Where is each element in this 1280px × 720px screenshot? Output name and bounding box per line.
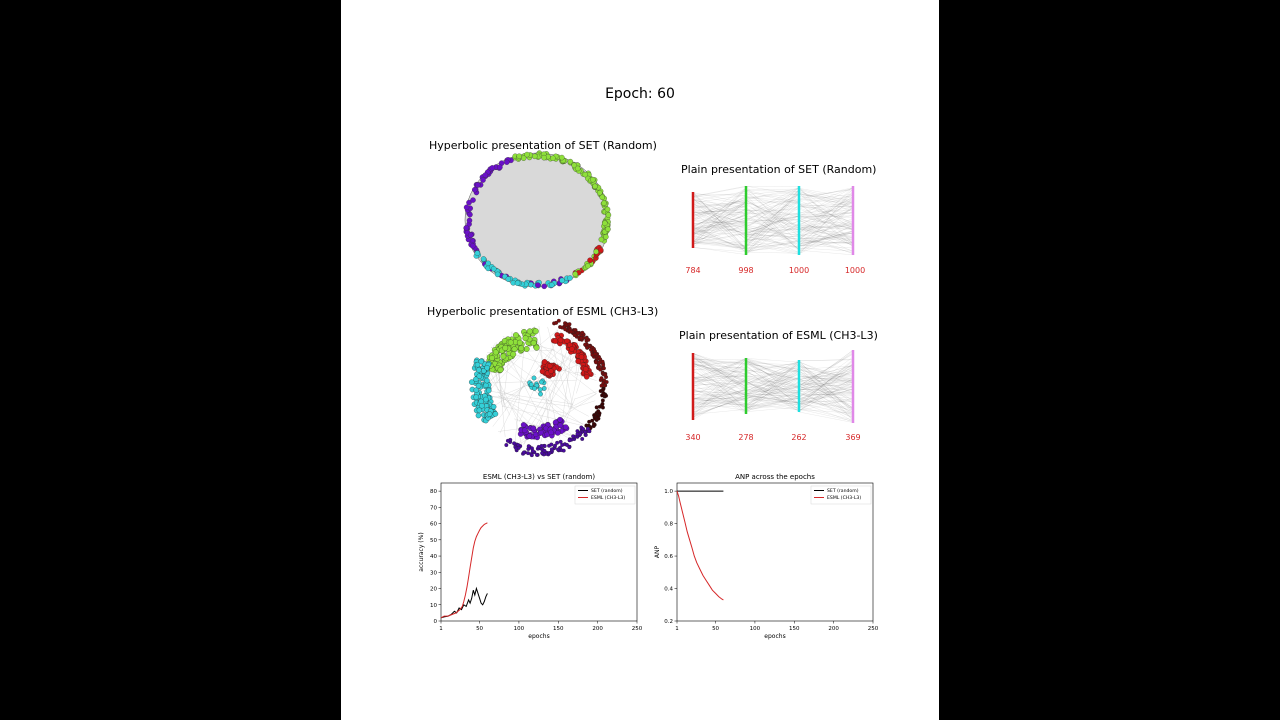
plot-area bbox=[440, 482, 638, 622]
x-tick-label: 1 bbox=[675, 626, 679, 632]
accuracy-chart: ESML (CH3-L3) vs SET (random)1 50 100 150 20… bbox=[418, 473, 643, 640]
x-axis-label: epochs bbox=[764, 633, 785, 640]
y-tick-label: 1.0 bbox=[664, 489, 673, 495]
plain-set-network: 784 998 1000 1000 bbox=[685, 185, 865, 275]
hyperbolic-set-disk bbox=[463, 150, 612, 290]
plain-set-layer-size: 998 bbox=[738, 266, 753, 275]
plain-esml-layer-size: 278 bbox=[738, 433, 753, 442]
plain-esml-layer-size: 340 bbox=[685, 433, 700, 442]
y-tick-label: 0 bbox=[434, 619, 438, 625]
plain-esml-network: 340 278 262 369 bbox=[685, 349, 861, 442]
x-tick-label: 150 bbox=[553, 626, 564, 632]
x-tick-label: 100 bbox=[750, 626, 761, 632]
plain-esml-title: Plain presentation of ESML (CH3-L3) bbox=[679, 329, 878, 342]
legend-label: ESML (CH3-L3) bbox=[827, 495, 861, 501]
y-tick-label: 0.2 bbox=[664, 619, 673, 625]
x-tick-label: 50 bbox=[476, 626, 483, 632]
y-tick-label: 0.4 bbox=[664, 587, 673, 593]
y-tick-label: 80 bbox=[430, 489, 437, 495]
hyperbolic-esml-nodes bbox=[469, 318, 609, 458]
series-line-esml bbox=[676, 490, 724, 601]
x-tick-label: 200 bbox=[592, 626, 603, 632]
y-axis-label: accuracy (%) bbox=[418, 532, 425, 571]
x-tick-label: 250 bbox=[632, 626, 643, 632]
plain-set-layer-size: 1000 bbox=[845, 266, 865, 275]
plain-set-edges bbox=[692, 185, 854, 256]
figure-canvas: Epoch: 60 Hyperbolic presentation of SET… bbox=[341, 0, 939, 720]
hyperbolic-set-title: Hyperbolic presentation of SET (Random) bbox=[429, 139, 657, 152]
legend-box bbox=[574, 485, 636, 505]
plot-area bbox=[676, 482, 874, 622]
y-tick-label: 0.6 bbox=[664, 554, 673, 560]
x-tick-label: 50 bbox=[712, 626, 719, 632]
plain-esml-edges bbox=[692, 349, 854, 423]
plain-esml-layer-size: 262 bbox=[791, 433, 806, 442]
plain-set-layer-size: 1000 bbox=[789, 266, 809, 275]
hyperbolic-esml-title: Hyperbolic presentation of ESML (CH3-L3) bbox=[427, 305, 659, 318]
legend-label: ESML (CH3-L3) bbox=[591, 495, 625, 501]
y-tick-label: 70 bbox=[430, 505, 437, 511]
hyperbolic-set-nodes bbox=[463, 150, 612, 290]
y-axis-label: ANP bbox=[654, 546, 661, 559]
hyperbolic-esml-disk bbox=[469, 318, 609, 458]
y-tick-label: 20 bbox=[430, 587, 437, 593]
series-line-esml bbox=[440, 522, 488, 619]
x-axis-label: epochs bbox=[528, 633, 549, 640]
x-tick-label: 150 bbox=[789, 626, 800, 632]
y-tick-label: 10 bbox=[430, 603, 437, 609]
x-tick-label: 250 bbox=[868, 626, 879, 632]
y-tick-label: 60 bbox=[430, 522, 437, 528]
chart-title: ANP across the epochs bbox=[735, 473, 815, 481]
chart-title: ESML (CH3-L3) vs SET (random) bbox=[483, 473, 595, 481]
y-tick-label: 40 bbox=[430, 554, 437, 560]
x-tick-label: 100 bbox=[514, 626, 525, 632]
x-tick-label: 1 bbox=[439, 626, 443, 632]
plain-set-title: Plain presentation of SET (Random) bbox=[681, 163, 877, 176]
plain-esml-layer-size: 369 bbox=[845, 433, 860, 442]
x-tick-label: 200 bbox=[828, 626, 839, 632]
y-tick-label: 50 bbox=[430, 538, 437, 544]
series-line-set bbox=[440, 586, 488, 619]
legend-label: SET (random) bbox=[591, 488, 623, 494]
y-tick-label: 30 bbox=[430, 570, 437, 576]
plain-set-layer-size: 784 bbox=[685, 266, 700, 275]
epoch-title: Epoch: 60 bbox=[605, 86, 675, 102]
legend-box bbox=[810, 485, 872, 505]
y-tick-label: 0.8 bbox=[664, 522, 673, 528]
legend-label: SET (random) bbox=[827, 488, 859, 494]
